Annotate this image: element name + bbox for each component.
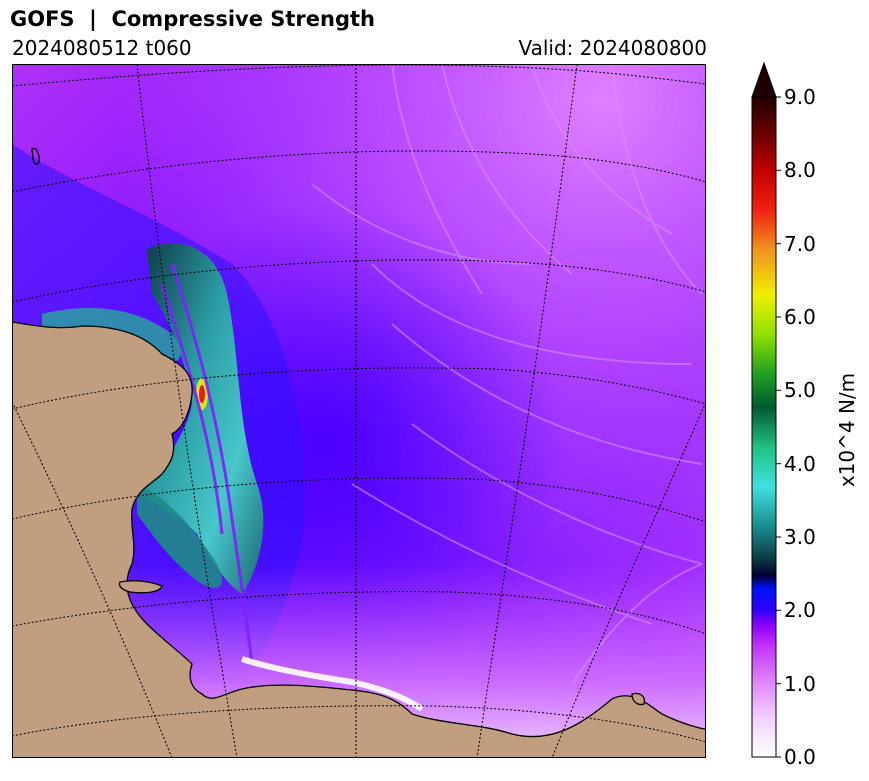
colorbar: 0.0 1.0 2.0 3.0 4.0 5.0 6.0 7.0 8.0 9.0 … (740, 60, 869, 770)
colorbar-tick-0: 0.0 (784, 745, 816, 769)
colorbar-tick-4: 4.0 (784, 452, 816, 476)
colorbar-gradient (751, 96, 777, 758)
map-frame (12, 64, 706, 758)
colorbar-tick-6: 6.0 (784, 305, 816, 329)
colorbar-tick-7: 7.0 (784, 232, 816, 256)
run-label: 2024080512 t060 (12, 36, 192, 60)
colorbar-tick-1: 1.0 (784, 672, 816, 696)
colorbar-unit-label: x10^4 N/m (835, 373, 859, 487)
colorbar-extend-arrow (751, 61, 777, 98)
figure-title: GOFS | Compressive Strength (10, 7, 375, 31)
colorbar-tick-5: 5.0 (784, 378, 816, 402)
colorbar-tick-9: 9.0 (784, 85, 816, 109)
map-canvas (12, 64, 706, 758)
graticule (12, 64, 706, 758)
colorbar-tick-8: 8.0 (784, 158, 816, 182)
map-panel (12, 64, 706, 758)
colorbar-tick-2: 2.0 (784, 598, 816, 622)
valid-time-label: Valid: 2024080800 (518, 36, 707, 60)
land (12, 147, 706, 758)
colorbar-tick-3: 3.0 (784, 525, 816, 549)
